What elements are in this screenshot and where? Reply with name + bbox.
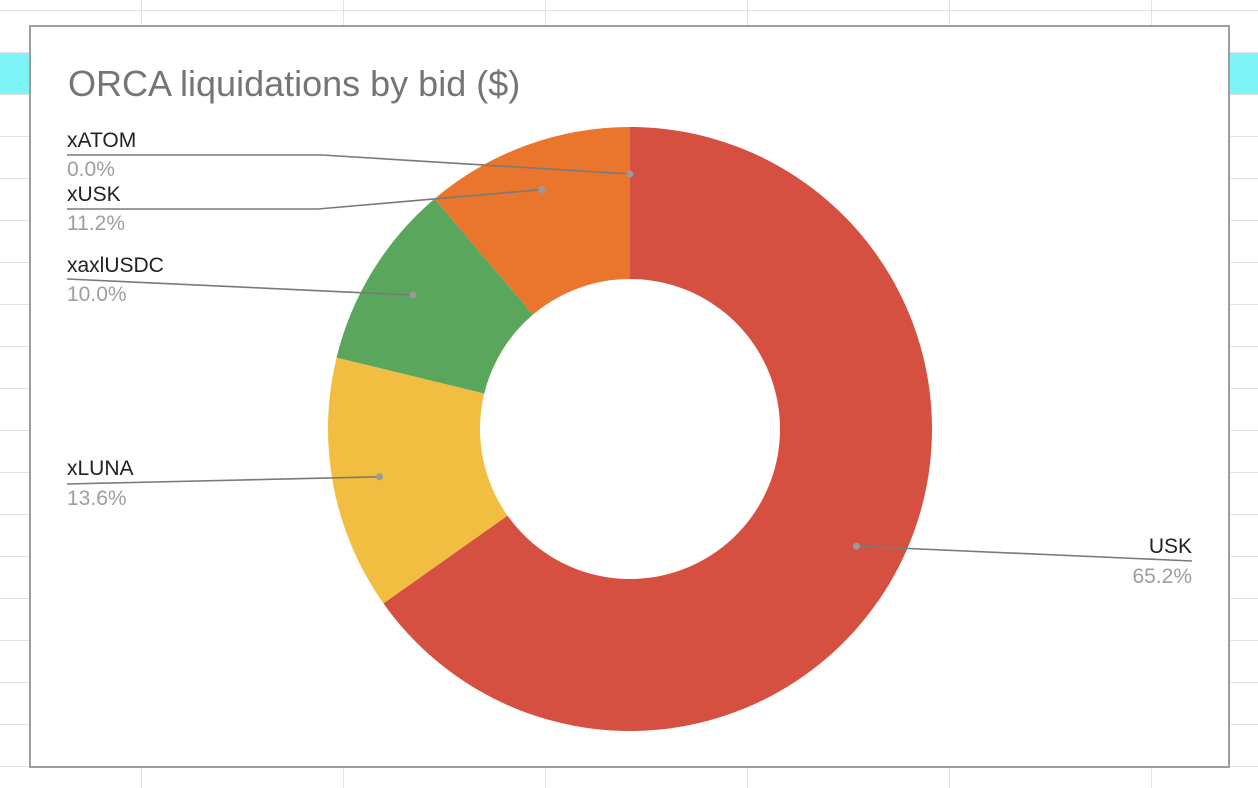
leader-line-xaxlusdc bbox=[66, 278, 414, 296]
slice-percent-xatom: 0.0% bbox=[67, 158, 115, 181]
leader-dot-xatom bbox=[626, 170, 634, 178]
chart-title: ORCA liquidations by bid ($) bbox=[68, 63, 521, 104]
leader-line-xusk bbox=[67, 188, 543, 210]
slice-percent-usk: 65.2% bbox=[1132, 565, 1192, 588]
slice-percent-xluna: 13.6% bbox=[67, 487, 127, 510]
slice-xusk[interactable] bbox=[434, 127, 630, 315]
leader-line-xatom bbox=[67, 154, 631, 175]
slice-label-usk: USK bbox=[1149, 535, 1192, 558]
slice-xaxlusdc[interactable] bbox=[336, 198, 533, 394]
leader-dot-xaxlusdc bbox=[409, 291, 417, 299]
leader-dot-xusk bbox=[538, 186, 546, 194]
slice-usk[interactable] bbox=[383, 127, 933, 731]
leader-line-xluna bbox=[66, 475, 380, 485]
leader-dot-xluna bbox=[376, 473, 384, 481]
slice-xluna[interactable] bbox=[328, 357, 508, 604]
slice-label-xaxlusdc: xaxlUSDC bbox=[67, 254, 164, 277]
slice-label-xluna: xLUNA bbox=[67, 457, 134, 480]
slice-label-xusk: xUSK bbox=[67, 183, 121, 206]
leader-dot-usk bbox=[852, 542, 860, 550]
leader-line-usk bbox=[856, 545, 1193, 562]
slice-percent-xusk: 11.2% bbox=[67, 212, 125, 235]
slice-percent-xaxlusdc: 10.0% bbox=[67, 283, 127, 306]
slice-label-xatom: xATOM bbox=[67, 129, 136, 152]
